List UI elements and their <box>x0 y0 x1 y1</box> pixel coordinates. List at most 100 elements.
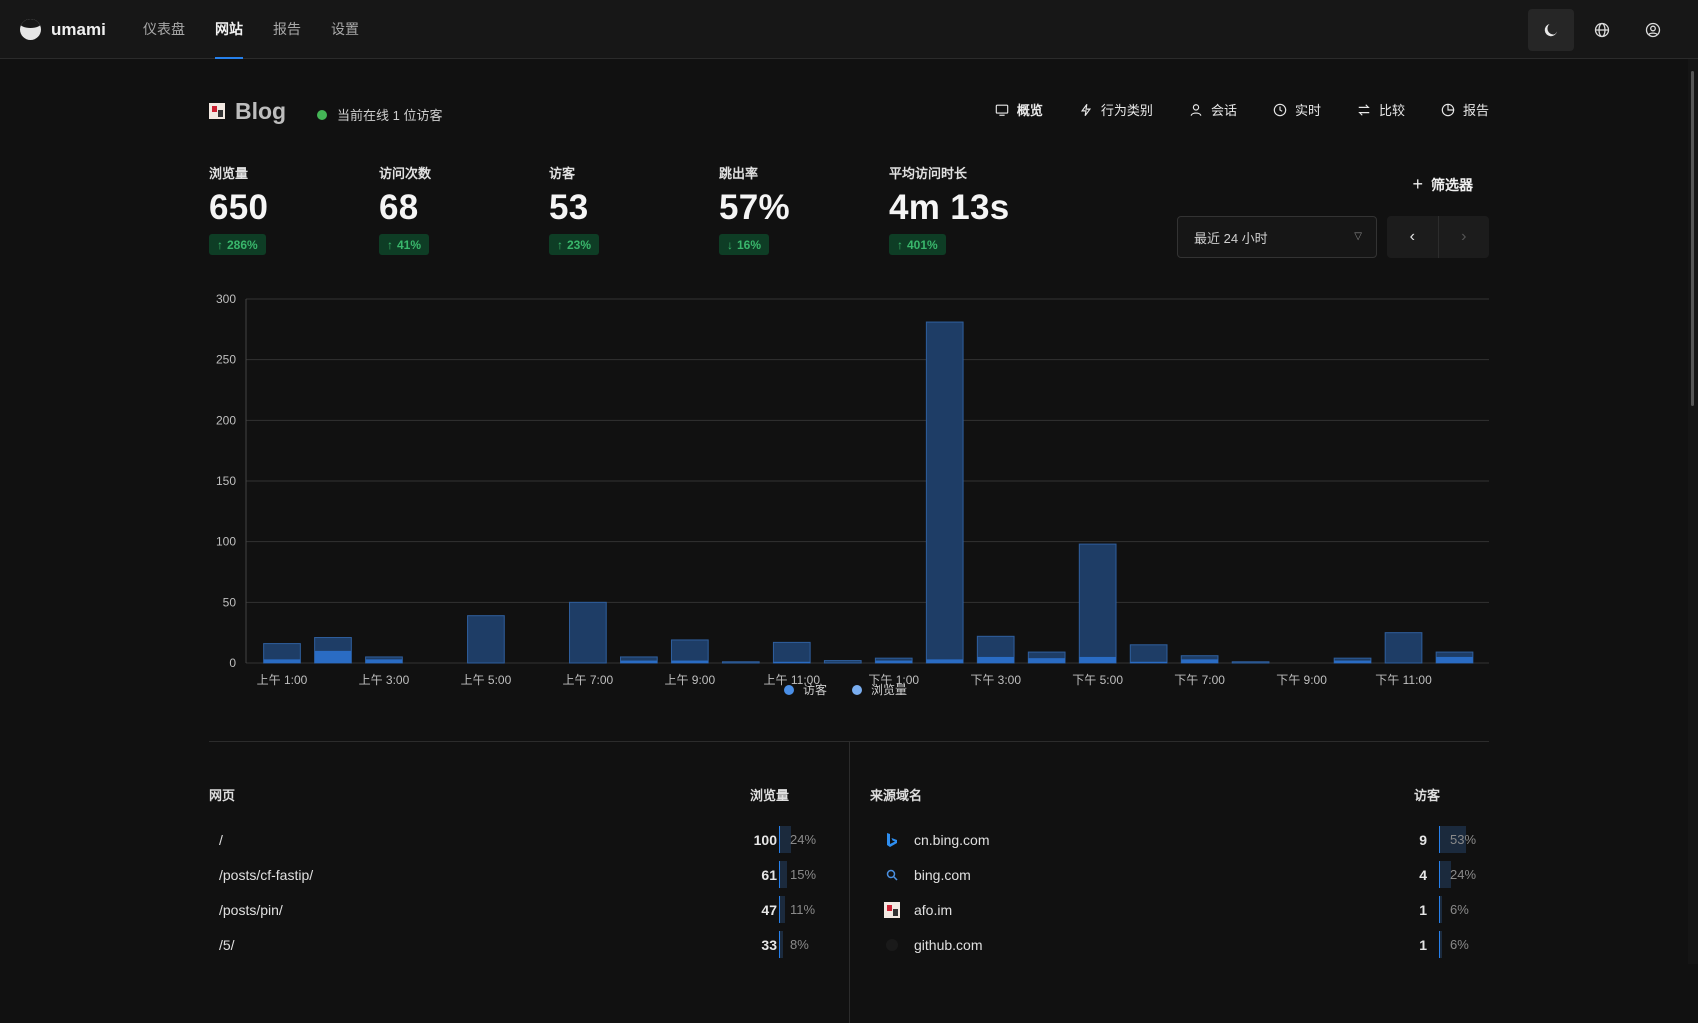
add-filter-button[interactable]: + 筛选器 <box>1412 174 1473 195</box>
app-logo[interactable]: umami <box>20 19 106 40</box>
metric-value: 53 <box>549 188 589 227</box>
referrer-domain: cn.bing.com <box>914 831 990 848</box>
language-button[interactable] <box>1579 9 1625 51</box>
tab-compare-label: 比较 <box>1378 103 1405 118</box>
x-tick-label: 下午 3:00 <box>970 673 1021 687</box>
referrers-panel-header: 来源域名 访客 <box>870 785 1490 804</box>
pages-panel-title: 网页 <box>209 788 236 803</box>
nav-item-settings[interactable]: 设置 <box>331 21 359 37</box>
x-tick-label: 下午 1:00 <box>868 673 919 687</box>
referrer-percentage: 24% <box>1450 867 1477 882</box>
referrer-row[interactable]: bing.com 4 24% <box>870 857 1490 892</box>
panel-divider <box>849 742 850 1023</box>
metric-label: 访客 <box>549 166 576 181</box>
moon-icon <box>1544 24 1557 37</box>
tab-sessions-label: 会话 <box>1210 103 1237 118</box>
nav-item-reports[interactable]: 报告 <box>273 21 301 37</box>
referrer-percentage: 6% <box>1450 937 1469 952</box>
page-row[interactable]: /5/33 8% <box>209 927 809 962</box>
theme-toggle-button[interactable] <box>1528 9 1574 51</box>
online-text: 当前在线 1 位访客 <box>337 108 443 123</box>
globe-icon <box>1594 22 1610 38</box>
referrer-row[interactable]: github.com 1 6% <box>870 927 1490 962</box>
tab-reports-label: 报告 <box>1462 103 1489 118</box>
metric-visit-duration: 平均访问时长 4m 13s ↑ 401% <box>889 163 1089 255</box>
metric-change-value: 16% <box>737 237 762 252</box>
y-tick-label: 200 <box>216 413 236 427</box>
metric-value: 4m 13s <box>889 188 1010 227</box>
date-range-value: 最近 24 小时 <box>1194 230 1268 246</box>
profile-button[interactable] <box>1630 9 1676 51</box>
metric-change-badge: ↑ 23% <box>549 234 600 255</box>
page-path: / <box>219 831 223 848</box>
nav-item-websites[interactable]: 网站 <box>215 0 243 59</box>
pages-list: / 100 24% /posts/cf-fastip/61 15% /posts/pin/… <box>209 822 816 962</box>
bing-icon <box>884 832 900 848</box>
page-row[interactable]: /posts/cf-fastip/61 15% <box>209 857 816 892</box>
page-row[interactable]: / 100 24% <box>209 822 816 857</box>
legend-swatch <box>784 685 794 695</box>
pageviews-bar <box>823 660 862 664</box>
umami-logo-icon <box>20 19 41 40</box>
page-scrollbar[interactable] <box>1688 59 1698 964</box>
tab-compare[interactable]: 比较 <box>1357 100 1405 119</box>
metric-value: 650 <box>209 188 269 227</box>
tab-reports[interactable]: 报告 <box>1441 100 1489 119</box>
scrollbar-thumb[interactable] <box>1691 71 1694 406</box>
page-path: /posts/cf-fastip/ <box>219 866 314 883</box>
referrer-percentage: 6% <box>1450 902 1469 917</box>
tab-events-label: 行为类别 <box>1100 103 1153 118</box>
website-header: Blog 当前在线 1 位访客 概览 行为类别 会话 实时 <box>209 98 1489 128</box>
percentage-bar <box>1439 826 1466 853</box>
pageviews-bar <box>772 641 811 664</box>
metric-change-value: 286% <box>227 237 258 252</box>
visitors-bar <box>365 659 403 663</box>
visitors-bar <box>1181 659 1218 663</box>
user-circle-icon <box>1645 22 1661 38</box>
date-range-select[interactable]: 最近 24 小时 ▽ <box>1177 216 1377 258</box>
y-tick-label: 250 <box>216 353 236 367</box>
tab-overview[interactable]: 概览 <box>995 100 1043 119</box>
x-tick-label: 下午 9:00 <box>1276 673 1327 687</box>
x-tick-label: 下午 7:00 <box>1174 673 1225 687</box>
y-tick-label: 150 <box>216 474 236 488</box>
referrer-visitors-value: 1 <box>1419 936 1427 953</box>
page-row[interactable]: /posts/pin/47 11% <box>209 892 815 927</box>
y-tick-label: 50 <box>223 595 237 609</box>
tab-events[interactable]: 行为类别 <box>1079 100 1153 119</box>
x-tick-label: 上午 7:00 <box>563 673 614 687</box>
main-nav: 仪表盘 网站 报告 设置 <box>143 0 359 59</box>
y-tick-label: 100 <box>216 535 236 549</box>
y-tick-label: 0 <box>229 656 236 670</box>
top-bar: umami 仪表盘 网站 报告 设置 <box>0 0 1698 59</box>
referrer-row[interactable]: afo.im 1 6% <box>870 892 1490 927</box>
percentage-bar <box>779 896 785 923</box>
visitors-bar <box>1130 661 1167 663</box>
percentage-bar <box>1439 861 1451 888</box>
pageviews-bar <box>721 661 760 664</box>
referrer-domain: bing.com <box>914 866 971 883</box>
tab-realtime[interactable]: 实时 <box>1273 100 1321 119</box>
x-tick-label: 上午 5:00 <box>461 673 512 687</box>
referrer-row[interactable]: cn.bing.com 9 53% <box>870 822 1490 857</box>
tab-sessions[interactable]: 会话 <box>1189 100 1237 119</box>
nav-item-dashboard[interactable]: 仪表盘 <box>143 21 185 37</box>
arrow-up-icon: ↑ <box>557 237 563 252</box>
x-tick-label: 上午 11:00 <box>764 673 821 687</box>
pageviews-bar <box>1129 644 1168 664</box>
page-views-value: 100 <box>753 831 777 848</box>
visitors-bar <box>620 660 658 663</box>
next-range-button[interactable]: › <box>1437 216 1490 258</box>
clock-icon <box>1273 103 1287 116</box>
site-favicon-icon <box>209 103 225 119</box>
previous-range-button[interactable]: ‹ <box>1387 216 1438 258</box>
page-views-value: 61 <box>761 866 777 883</box>
online-status: 当前在线 1 位访客 <box>317 105 442 124</box>
page-title: Blog <box>235 98 287 124</box>
referrer-domain: afo.im <box>914 901 953 918</box>
site-favicon-icon <box>884 901 900 918</box>
metric-visits: 访问次数 68 ↑ 41% <box>379 163 539 255</box>
referrer-domain: github.com <box>914 936 983 953</box>
percentage-bar <box>779 931 783 958</box>
percentage-bar <box>779 861 787 888</box>
